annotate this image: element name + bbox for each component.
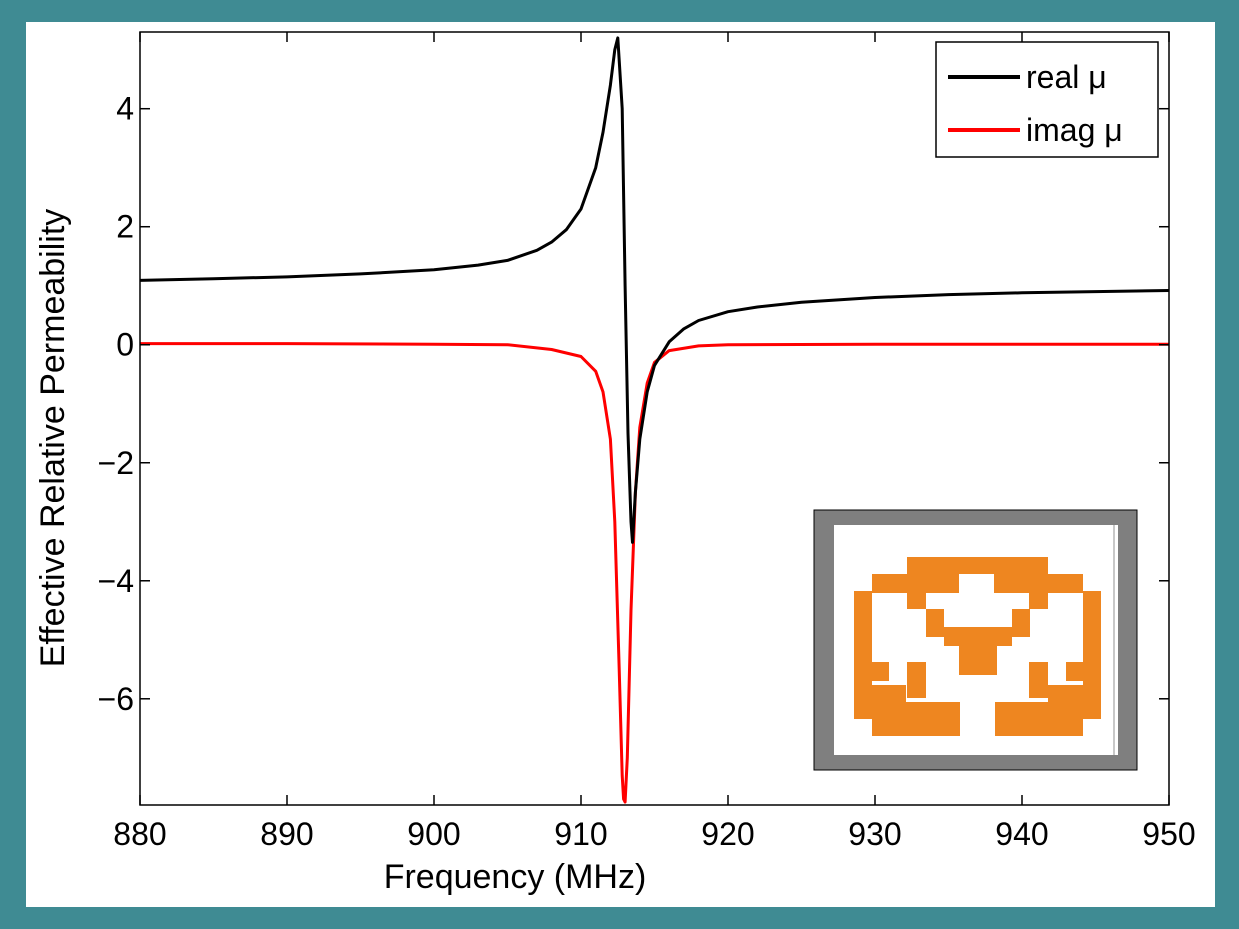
- x-tick-label: 920: [701, 816, 754, 852]
- inset-pattern-block: [1083, 591, 1101, 704]
- inset-pattern-block: [872, 574, 907, 593]
- axes: 880 890 900 910 920 930 940 950 4 2 0 −2 −4 −6: [98, 31, 1196, 852]
- inset-pattern-block: [926, 609, 944, 637]
- x-tick-label: 940: [995, 816, 1048, 852]
- y-axis-label: Effective Relative Permeability: [34, 209, 72, 668]
- inset-pattern-block: [995, 702, 1083, 736]
- x-tick-label: 950: [1142, 816, 1195, 852]
- orange-meander-pattern: [854, 557, 1101, 736]
- inset-pattern-block: [1048, 574, 1083, 593]
- chart-frame: 880 890 900 910 920 930 940 950 4 2 0 −2 −4 −6 Freque…: [26, 22, 1215, 907]
- unit-cell-inset: [813, 509, 1138, 771]
- inset-pattern-block: [872, 702, 960, 736]
- y-tick-label: −6: [98, 681, 134, 717]
- y-tick-label: 2: [116, 209, 134, 245]
- inset-pattern-block: [959, 627, 997, 675]
- y-tick-label: 4: [116, 91, 134, 127]
- inset-pattern-block: [907, 662, 926, 698]
- x-tick-label: 930: [848, 816, 901, 852]
- plot-area: [139, 36, 1170, 804]
- y-tick-label: −4: [98, 563, 134, 599]
- series-line-real: [139, 36, 1170, 544]
- inset-pattern-block: [907, 557, 959, 593]
- x-tick-label: 890: [260, 816, 313, 852]
- inset-pattern-block: [1066, 662, 1083, 681]
- series-line-imag: [140, 342, 1169, 804]
- y-tick-label: 0: [116, 327, 134, 363]
- legend-label-imag: imag μ: [1026, 112, 1123, 148]
- x-tick-label: 880: [113, 816, 166, 852]
- legend-label-real: real μ: [1026, 59, 1107, 95]
- inset-pattern-block: [1029, 662, 1048, 698]
- axes-box: [139, 31, 1170, 806]
- legend-box: [935, 41, 1159, 158]
- x-axis-label: Frequency (MHz): [384, 858, 647, 896]
- x-tick-label: 900: [407, 816, 460, 852]
- inset-pattern-block: [872, 662, 889, 681]
- y-tick-label: −2: [98, 445, 134, 481]
- inset-pattern-block: [1029, 591, 1048, 609]
- inset-pattern-block: [907, 591, 926, 609]
- permeability-chart: 880 890 900 910 920 930 940 950 4 2 0 −2 −4 −6 Freque…: [34, 31, 1196, 896]
- x-tick-label: 910: [554, 816, 607, 852]
- legend: real μ imag μ: [935, 41, 1159, 158]
- inset-pattern-block: [1012, 609, 1030, 637]
- inset-pattern-block: [854, 591, 872, 704]
- inset-pattern-block: [994, 557, 1048, 593]
